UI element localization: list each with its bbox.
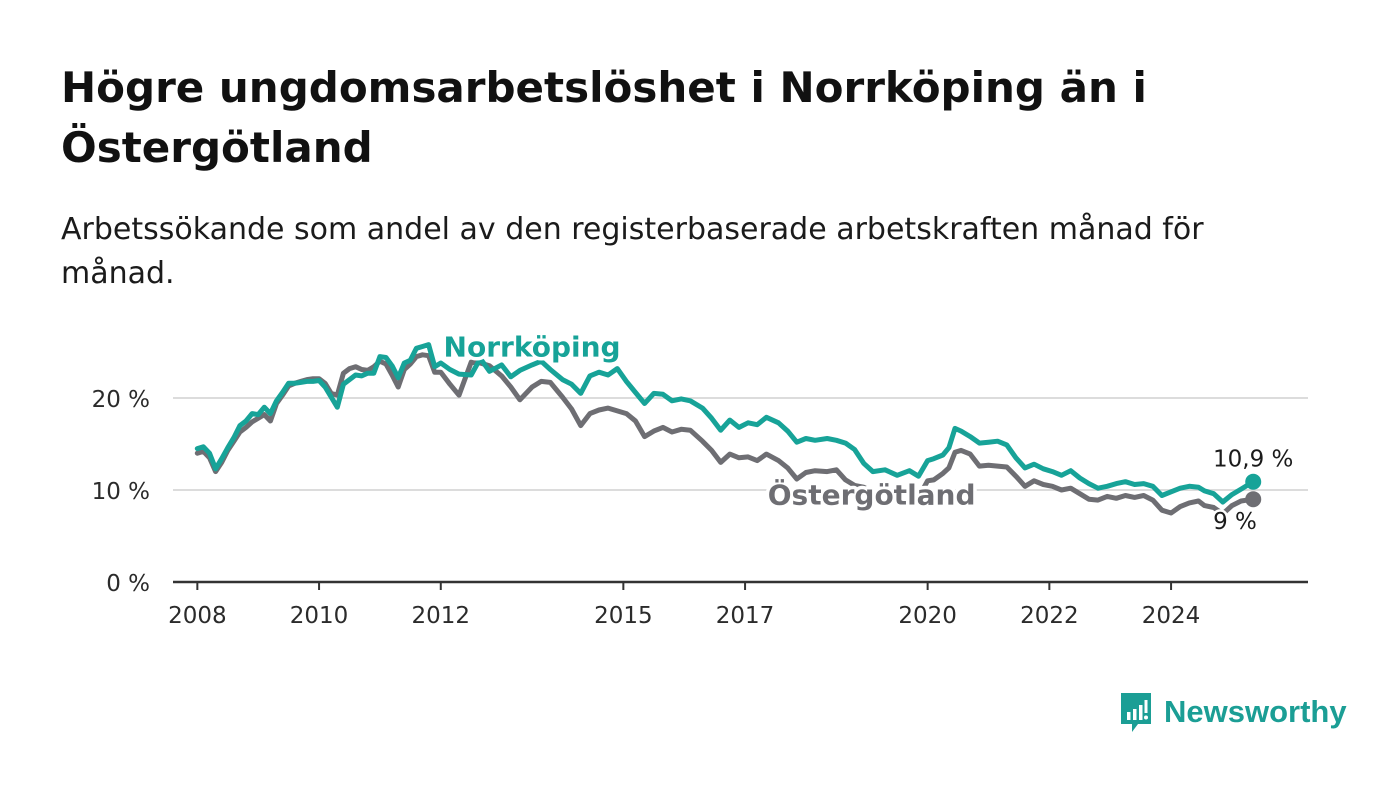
x-tick-label: 2012 (412, 603, 471, 629)
newsworthy-logo: Newsworthy (1118, 690, 1347, 734)
x-tick-label: 2017 (716, 603, 775, 629)
brand-name: Newsworthy (1164, 694, 1347, 729)
end-value-label-norrkoping: 10,9 % (1213, 447, 1293, 473)
x-tick-label: 2015 (594, 603, 653, 629)
chart-title: Högre ungdomsarbetslöshet i Norrköping ä… (61, 63, 1147, 172)
y-tick-label: 10 % (92, 479, 150, 505)
series-line-norrkoping (194, 342, 1256, 505)
series-label-ostergotland: Östergötland (768, 478, 976, 512)
y-tick-label: 20 % (92, 387, 150, 413)
x-tick-label: 2010 (290, 603, 349, 629)
bar-chart-bubble-icon (1121, 693, 1151, 732)
gridlines: 0 % 10 % 20 % 2008 2010 2012 2015 2017 2020 2022 2… (92, 387, 1308, 629)
chart-subtitle: Arbetssökande som andel av den registerb… (61, 212, 1204, 291)
series-label-norrkoping: Norrköping (444, 331, 621, 364)
x-tick-label: 2024 (1142, 603, 1201, 629)
x-tick-label: 2020 (898, 603, 957, 629)
end-point-norrkoping (1245, 473, 1262, 490)
y-tick-label: 0 % (106, 571, 150, 597)
series-lines (194, 342, 1262, 517)
x-tick-label: 2008 (168, 603, 227, 629)
end-point-ostergotland (1245, 491, 1262, 508)
x-tick-label: 2022 (1020, 603, 1079, 629)
end-value-label-ostergotland: 9 % (1213, 509, 1257, 535)
labels: Norrköping Östergötland 10,9 % 9 % (440, 327, 1296, 538)
